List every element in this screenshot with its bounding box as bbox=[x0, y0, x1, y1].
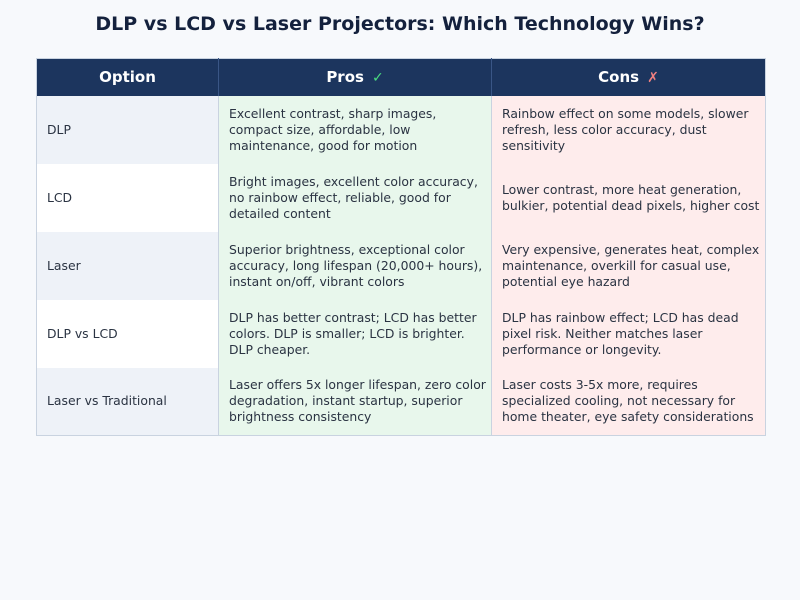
table-row: Laser vs Traditional Laser offers 5x lon… bbox=[36, 367, 766, 436]
header-pros: Pros ✓ bbox=[218, 58, 492, 96]
header-option: Option bbox=[36, 58, 219, 96]
pros-cell: Bright images, excellent color accuracy,… bbox=[218, 163, 492, 232]
pros-cell: Laser offers 5x longer lifespan, zero co… bbox=[218, 367, 492, 436]
header-cons-label: Cons bbox=[598, 68, 640, 87]
pros-cell: Superior brightness, exceptional color a… bbox=[218, 231, 492, 300]
header-option-label: Option bbox=[99, 68, 156, 87]
table-row: DLP vs LCD DLP has better contrast; LCD … bbox=[36, 299, 766, 368]
table-row: LCD Bright images, excellent color accur… bbox=[36, 163, 766, 232]
cons-cell: Lower contrast, more heat generation, bu… bbox=[491, 163, 766, 232]
comparison-table: Option Pros ✓ Cons ✗ DLP Excellent contras… bbox=[36, 58, 766, 436]
table-header: Option Pros ✓ Cons ✗ bbox=[36, 58, 766, 96]
option-cell: Laser bbox=[36, 231, 219, 300]
option-cell: DLP vs LCD bbox=[36, 299, 219, 368]
header-pros-label: Pros bbox=[326, 68, 364, 87]
page-title: DLP vs LCD vs Laser Projectors: Which Te… bbox=[95, 13, 705, 35]
pros-cell: DLP has better contrast; LCD has better … bbox=[218, 299, 492, 368]
pros-cell: Excellent contrast, sharp images, compac… bbox=[218, 95, 492, 164]
option-cell: DLP bbox=[36, 95, 219, 164]
table-row: DLP Excellent contrast, sharp images, co… bbox=[36, 95, 766, 164]
checkmark-icon: ✓ bbox=[371, 70, 384, 87]
cons-cell: Laser costs 3-5x more, requires speciali… bbox=[491, 367, 766, 436]
header-cons: Cons ✗ bbox=[491, 58, 766, 96]
cons-cell: DLP has rainbow effect; LCD has dead pix… bbox=[491, 299, 766, 368]
table-row: Laser Superior brightness, exceptional c… bbox=[36, 231, 766, 300]
option-cell: LCD bbox=[36, 163, 219, 232]
cons-cell: Very expensive, generates heat, complex … bbox=[491, 231, 766, 300]
cons-cell: Rainbow effect on some models, slower re… bbox=[491, 95, 766, 164]
cross-icon: ✗ bbox=[647, 70, 659, 87]
option-cell: Laser vs Traditional bbox=[36, 367, 219, 436]
